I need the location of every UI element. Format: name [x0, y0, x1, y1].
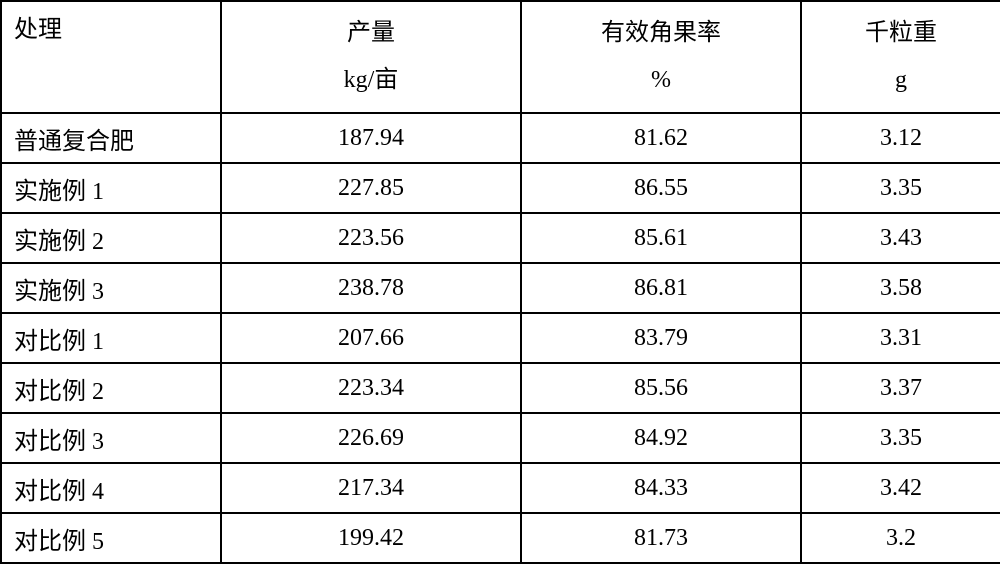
cell-pod-rate: 81.73: [521, 513, 801, 563]
cell-pod-rate: 84.33: [521, 463, 801, 513]
table-row: 实施例 3 238.78 86.81 3.58: [1, 263, 1000, 313]
table-row: 对比例 2 223.34 85.56 3.37: [1, 363, 1000, 413]
table-row: 对比例 4 217.34 84.33 3.42: [1, 463, 1000, 513]
table-row: 对比例 5 199.42 81.73 3.2: [1, 513, 1000, 563]
cell-pod-rate: 85.56: [521, 363, 801, 413]
table-row: 普通复合肥 187.94 81.62 3.12: [1, 113, 1000, 163]
table-row: 对比例 1 207.66 83.79 3.31: [1, 313, 1000, 363]
cell-yield: 187.94: [221, 113, 521, 163]
cell-yield: 207.66: [221, 313, 521, 363]
cell-treatment: 实施例 2: [1, 213, 221, 263]
table-row: 实施例 1 227.85 86.55 3.35: [1, 163, 1000, 213]
cell-yield: 226.69: [221, 413, 521, 463]
cell-pod-rate: 81.62: [521, 113, 801, 163]
cell-treatment: 对比例 3: [1, 413, 221, 463]
cell-tkw: 3.31: [801, 313, 1000, 363]
col-header-yield: 产量 kg/亩: [221, 1, 521, 113]
cell-yield: 223.56: [221, 213, 521, 263]
cell-tkw: 3.43: [801, 213, 1000, 263]
cell-tkw: 3.42: [801, 463, 1000, 513]
cell-treatment: 实施例 3: [1, 263, 221, 313]
cell-treatment: 普通复合肥: [1, 113, 221, 163]
table-row: 对比例 3 226.69 84.92 3.35: [1, 413, 1000, 463]
cell-yield: 223.34: [221, 363, 521, 413]
col-title: 处理: [14, 16, 220, 45]
cell-treatment: 对比例 5: [1, 513, 221, 563]
cell-yield: 238.78: [221, 263, 521, 313]
cell-tkw: 3.12: [801, 113, 1000, 163]
col-header-tkw: 千粒重 g: [801, 1, 1000, 113]
col-title: 有效角果率: [522, 19, 800, 48]
cell-treatment: 实施例 1: [1, 163, 221, 213]
cell-tkw: 3.35: [801, 163, 1000, 213]
cell-pod-rate: 86.55: [521, 163, 801, 213]
col-title: 千粒重: [802, 19, 1000, 48]
cell-pod-rate: 83.79: [521, 313, 801, 363]
cell-tkw: 3.35: [801, 413, 1000, 463]
cell-yield: 199.42: [221, 513, 521, 563]
cell-pod-rate: 85.61: [521, 213, 801, 263]
cell-tkw: 3.37: [801, 363, 1000, 413]
data-table-container: 处理 产量 kg/亩 有效角果率 % 千粒重 g 普通复合肥 187.94 81…: [0, 0, 1000, 561]
cell-treatment: 对比例 1: [1, 313, 221, 363]
cell-treatment: 对比例 4: [1, 463, 221, 513]
table-row: 实施例 2 223.56 85.61 3.43: [1, 213, 1000, 263]
col-header-treatment: 处理: [1, 1, 221, 113]
cell-tkw: 3.58: [801, 263, 1000, 313]
cell-pod-rate: 86.81: [521, 263, 801, 313]
cell-tkw: 3.2: [801, 513, 1000, 563]
cell-treatment: 对比例 2: [1, 363, 221, 413]
data-table: 处理 产量 kg/亩 有效角果率 % 千粒重 g 普通复合肥 187.94 81…: [0, 0, 1000, 564]
col-title: 产量: [222, 19, 520, 48]
col-unit: kg/亩: [222, 66, 520, 95]
col-header-pod-rate: 有效角果率 %: [521, 1, 801, 113]
col-unit: %: [522, 66, 800, 95]
table-header-row: 处理 产量 kg/亩 有效角果率 % 千粒重 g: [1, 1, 1000, 113]
cell-pod-rate: 84.92: [521, 413, 801, 463]
cell-yield: 227.85: [221, 163, 521, 213]
col-unit: g: [802, 66, 1000, 95]
cell-yield: 217.34: [221, 463, 521, 513]
